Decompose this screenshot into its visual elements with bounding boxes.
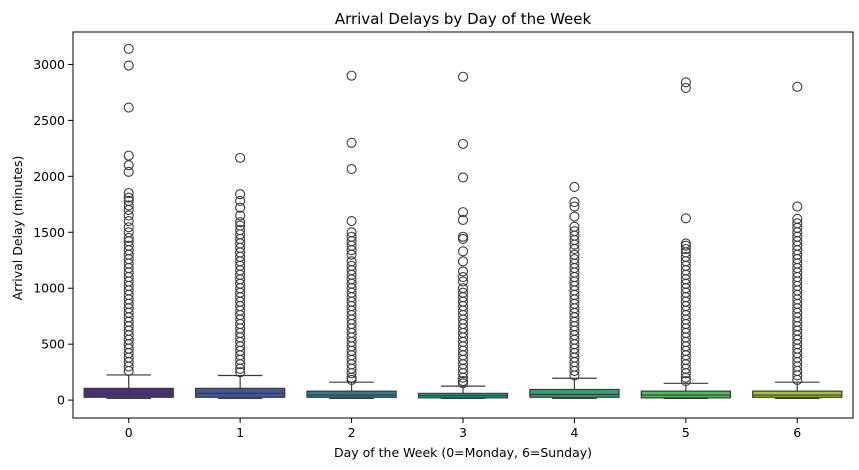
outlier-point: [346, 137, 357, 148]
x-tick-label: 2: [348, 425, 356, 440]
outlier-point: [123, 365, 134, 377]
outlier-point: [569, 244, 580, 255]
x-tick-label: 6: [793, 425, 801, 440]
outlier-point: [457, 368, 469, 379]
y-tick-label: 1500: [33, 225, 65, 240]
outlier-point: [346, 249, 357, 260]
outlier-point: [123, 210, 134, 221]
outlier-point: [457, 372, 469, 383]
outlier-point: [680, 244, 691, 255]
y-tick-label: 1000: [33, 281, 65, 296]
outlier-point: [457, 214, 469, 226]
outlier-point: [123, 60, 134, 71]
outlier-point: [457, 276, 469, 287]
outlier-point: [569, 201, 580, 212]
outlier-point: [569, 181, 580, 193]
outlier-point: [792, 201, 803, 212]
outlier-point: [792, 81, 803, 92]
outlier-point: [680, 240, 691, 251]
outlier-point: [680, 368, 691, 379]
y-tick-label: 0: [57, 393, 65, 408]
outlier-point: [457, 231, 469, 242]
outlier-point: [457, 266, 469, 277]
y-tick-label: 3000: [33, 57, 65, 72]
outlier-point: [123, 160, 134, 171]
box-iqr: [529, 388, 620, 398]
chart-title: Arrival Delays by Day of the Week: [335, 10, 592, 28]
outlier-point: [569, 211, 580, 222]
box-iqr: [306, 390, 397, 398]
outlier-point: [346, 164, 357, 175]
outlier-point: [123, 102, 134, 113]
outlier-point: [680, 376, 691, 387]
y-tick-label: 2500: [33, 113, 65, 128]
outlier-point: [123, 216, 134, 227]
outlier-point: [123, 361, 134, 372]
outlier-point: [235, 195, 246, 206]
outlier-point: [457, 246, 469, 257]
outlier-point: [123, 192, 134, 203]
outlier-point: [235, 152, 246, 163]
y-axis-label: Arrival Delay (minutes): [10, 156, 25, 301]
outlier-point: [569, 365, 580, 377]
outlier-point: [346, 374, 357, 386]
outlier-point: [346, 368, 357, 379]
outlier-point: [680, 77, 691, 88]
outlier-point: [235, 202, 246, 213]
outlier-point: [235, 210, 246, 221]
outlier-point: [792, 374, 803, 386]
x-tick-label: 5: [682, 425, 690, 440]
outlier-point: [680, 372, 691, 383]
outlier-point: [457, 172, 469, 183]
outlier-point: [569, 197, 580, 208]
y-tick-label: 500: [41, 337, 65, 352]
outlier-point: [457, 378, 469, 389]
outlier-point: [235, 363, 246, 374]
outlier-point: [792, 370, 803, 381]
outlier-point: [123, 188, 134, 199]
outlier-point: [457, 207, 469, 218]
outlier-point: [680, 82, 691, 93]
outlier-point: [235, 189, 246, 200]
x-tick-label: 3: [459, 425, 467, 440]
x-tick-label: 4: [570, 425, 578, 440]
outlier-point: [457, 138, 469, 149]
outlier-point: [346, 245, 357, 256]
outlier-point: [457, 271, 469, 283]
outlier-point: [346, 70, 357, 81]
box-iqr: [752, 390, 843, 398]
outlier-point: [235, 359, 246, 370]
x-tick-label: 1: [236, 425, 244, 440]
outlier-point: [123, 43, 134, 54]
outlier-point: [457, 256, 469, 267]
x-axis-label: Day of the Week (0=Monday, 6=Sunday): [334, 445, 592, 460]
outlier-point: [123, 232, 134, 243]
outlier-point: [235, 217, 246, 228]
outlier-point: [680, 213, 691, 224]
y-tick-label: 2000: [33, 169, 65, 184]
outlier-point: [123, 204, 134, 215]
outlier-point: [569, 370, 580, 381]
outlier-point: [457, 71, 469, 82]
plot-frame: [72, 31, 854, 419]
outlier-point: [235, 367, 246, 378]
outlier-point: [346, 216, 357, 227]
box-iqr: [83, 387, 174, 398]
outlier-point: [123, 222, 134, 233]
x-tick-label: 0: [125, 425, 133, 440]
plot-area: 0 500 1000 1500 2000 2500 3000 0 1 2 3 4 5 6: [33, 43, 843, 440]
outlier-point: [569, 239, 580, 250]
outlier-point: [457, 233, 469, 245]
outlier-point: [123, 166, 134, 177]
outlier-point: [123, 150, 134, 161]
outlier-point: [123, 200, 134, 211]
